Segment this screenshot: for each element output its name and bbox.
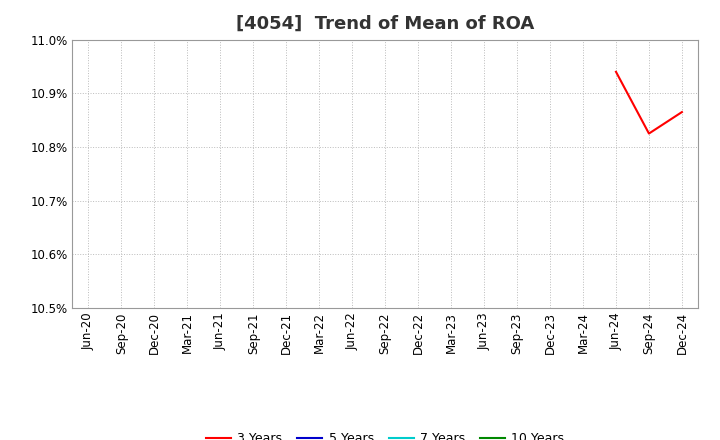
3 Years — [678, 110, 686, 115]
Line: 3 Years: 3 Years — [616, 72, 682, 134]
Legend: 3 Years, 5 Years, 7 Years, 10 Years: 3 Years, 5 Years, 7 Years, 10 Years — [201, 427, 570, 440]
Title: [4054]  Trend of Mean of ROA: [4054] Trend of Mean of ROA — [236, 15, 534, 33]
3 Years — [612, 69, 621, 74]
3 Years — [644, 131, 653, 136]
